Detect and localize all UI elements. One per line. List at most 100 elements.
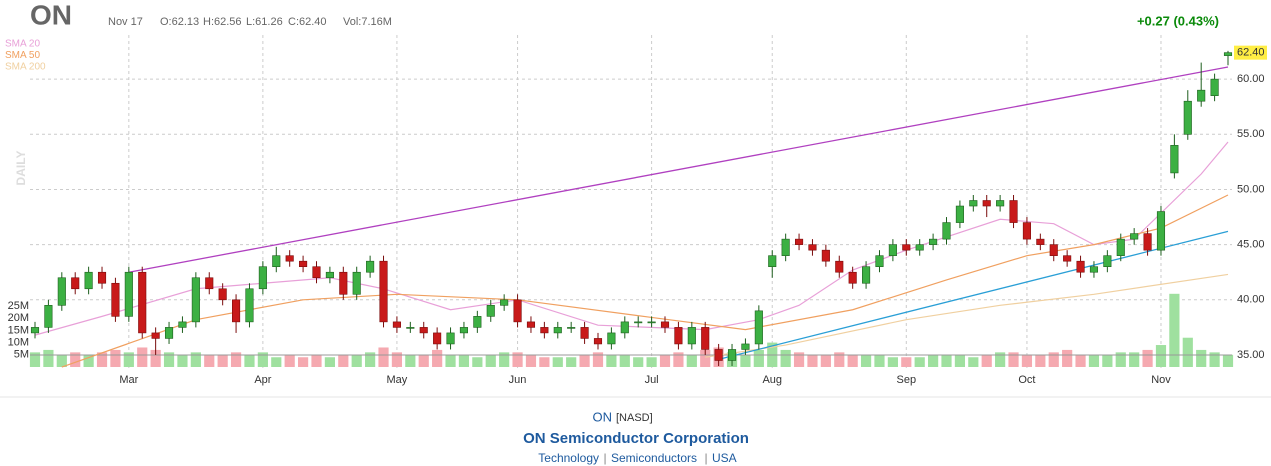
volume-bar xyxy=(1196,349,1207,367)
moving-average xyxy=(61,194,1229,368)
volume-bar xyxy=(324,357,335,367)
volume-bar xyxy=(1142,349,1153,367)
candle-body xyxy=(674,327,683,345)
candle-body xyxy=(1009,200,1018,223)
candle-body xyxy=(111,282,120,317)
y-tick-label: 35.00 xyxy=(1237,349,1265,361)
candle-body xyxy=(312,266,321,279)
high: H:62.56 xyxy=(203,16,242,28)
candle-body xyxy=(1223,52,1233,56)
sector[interactable]: Technology xyxy=(538,451,599,465)
company[interactable]: ON Semiconductor Corporation xyxy=(523,430,749,447)
candle-body xyxy=(821,249,830,262)
candle-body xyxy=(285,255,294,262)
volume-bar xyxy=(646,357,657,367)
candle-body xyxy=(30,327,40,334)
volume-bar xyxy=(485,354,496,367)
volume-bar xyxy=(512,352,523,367)
volume-bar xyxy=(311,354,322,367)
candle-body xyxy=(446,332,455,345)
last-price-tag xyxy=(1234,45,1267,60)
candle-body xyxy=(205,277,214,290)
candle-body xyxy=(245,288,254,323)
candle-body xyxy=(1049,244,1058,256)
candle-body xyxy=(741,343,750,350)
candle-body xyxy=(714,349,723,361)
candle-body xyxy=(1156,211,1166,251)
volume-bar xyxy=(686,354,697,367)
volume-bar xyxy=(740,354,751,367)
candle-body xyxy=(44,305,53,328)
volume-bar xyxy=(391,352,403,367)
volume-tick-label: 10M xyxy=(8,337,29,349)
candle-body xyxy=(352,271,361,295)
x-tick-label: May xyxy=(387,374,408,386)
candle-body xyxy=(955,205,964,223)
volume-bar xyxy=(1102,354,1113,367)
candle-body xyxy=(982,200,991,207)
candle-body xyxy=(178,321,187,328)
volume-bar xyxy=(271,357,282,367)
candle-body xyxy=(1076,260,1085,273)
candle-body xyxy=(1170,145,1179,174)
volume-bar xyxy=(56,354,67,367)
candle-body xyxy=(768,255,777,268)
y-tick-label: 45.00 xyxy=(1237,239,1265,251)
volume-bar xyxy=(928,354,939,367)
candle-body xyxy=(567,327,576,329)
volume-bar xyxy=(1182,337,1193,367)
country[interactable]: USA xyxy=(712,451,737,465)
volume-bar xyxy=(177,354,188,367)
candle-body xyxy=(754,310,763,345)
candle-body xyxy=(1210,78,1219,96)
y-tick-label: 60.00 xyxy=(1237,73,1265,85)
candle-body xyxy=(325,271,334,279)
legend-entry: SMA 20 xyxy=(5,39,40,50)
candle-body xyxy=(902,244,911,251)
candle-body xyxy=(942,222,951,240)
legend-entry: SMA 200 xyxy=(5,62,46,73)
candle-body xyxy=(1197,89,1206,102)
candle-body xyxy=(593,338,603,345)
candle-body xyxy=(620,321,629,334)
volume-bar xyxy=(834,352,845,367)
moving-average xyxy=(705,273,1229,358)
ticker[interactable]: ON xyxy=(593,409,613,424)
volume-bar xyxy=(753,349,764,367)
volume-tick-label: 20M xyxy=(8,312,29,324)
volume-tick-label: 25M xyxy=(8,300,29,312)
period: DAILY xyxy=(14,151,28,186)
volume-bar xyxy=(619,354,630,367)
volume-bar xyxy=(780,349,791,367)
x-tick-label: Jul xyxy=(645,374,659,386)
volume-bar xyxy=(217,354,228,367)
volume-bar xyxy=(43,349,54,367)
volume-bar xyxy=(981,354,992,367)
volume-bar xyxy=(552,357,563,367)
volume-tick-label: 15M xyxy=(8,324,29,336)
volume-bar xyxy=(1115,352,1126,367)
moving-average xyxy=(34,141,1229,336)
candle-body xyxy=(1116,238,1125,256)
change: +0.27 (0.43%) xyxy=(1137,13,1219,28)
volume-bar xyxy=(525,354,537,367)
candle-body xyxy=(1183,100,1192,135)
y-tick-label: 50.00 xyxy=(1237,183,1265,195)
volume-bar xyxy=(874,354,885,367)
volume-bar xyxy=(633,357,644,367)
candle-body xyxy=(660,321,670,328)
volume-bar xyxy=(163,352,175,367)
candle-body xyxy=(1089,266,1099,273)
industry[interactable]: Semiconductors xyxy=(611,451,697,465)
volume-bar xyxy=(847,354,858,367)
volume-bar xyxy=(230,352,242,367)
candle-body xyxy=(191,277,200,323)
x-tick-label: Oct xyxy=(1018,374,1035,386)
volume-bar xyxy=(297,357,309,367)
volume-bar xyxy=(820,354,831,367)
candle-body xyxy=(701,327,710,350)
candle-body xyxy=(459,327,468,334)
candle-body xyxy=(218,288,227,301)
volume-bar xyxy=(914,357,925,367)
trendline xyxy=(718,230,1229,361)
